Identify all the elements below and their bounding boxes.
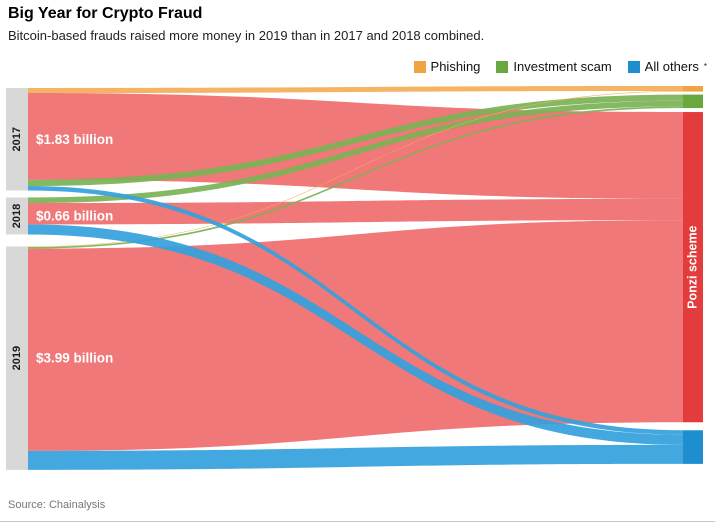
flow-2018-investment <box>28 100 683 204</box>
year-label-2018: 2018 <box>11 204 23 228</box>
legend: Phishing Investment scam All others * <box>413 59 707 74</box>
year-label-2017: 2017 <box>11 127 23 151</box>
year-node-2018 <box>6 197 28 235</box>
target-node-investment <box>683 94 703 109</box>
flow-2019-others <box>28 444 683 470</box>
flow-2017-phishing <box>28 86 683 94</box>
legend-item-investment-scam: Investment scam <box>496 59 612 74</box>
legend-item-phishing: Phishing <box>413 59 481 74</box>
flow-2017-others <box>28 186 683 435</box>
legend-label-phishing: Phishing <box>430 59 481 74</box>
source-note: Source: Chainalysis <box>8 499 106 511</box>
chart-subtitle: Bitcoin-based frauds raised more money i… <box>8 28 485 43</box>
investment-scam-swatch-icon <box>496 60 509 73</box>
flow-2019-phishing <box>28 91 683 247</box>
target-label-ponzi: Ponzi scheme <box>685 225 699 308</box>
phishing-swatch-icon <box>413 60 426 73</box>
value-label-2017: $1.83 billion <box>36 132 113 147</box>
chart-title: Big Year for Crypto Fraud <box>8 5 203 22</box>
legend-label-investment-scam: Investment scam <box>513 59 612 74</box>
target-node-ponzi <box>683 112 703 423</box>
year-node-2019 <box>6 246 28 470</box>
flow-2018-others <box>28 224 683 445</box>
year-node-2017 <box>6 88 28 191</box>
all-others-swatch-icon <box>627 60 640 73</box>
legend-label-all-others: All others <box>644 59 699 74</box>
bottom-divider <box>0 521 715 522</box>
sankey-chart: 2017 $1.83 billion 2018 $0.66 billion 2019 $3… <box>6 86 703 470</box>
value-label-2018: $0.66 billion <box>36 209 113 224</box>
value-label-2019: $3.99 billion <box>36 351 113 366</box>
flow-2018-ponzi <box>28 198 683 225</box>
flow-2017-investment <box>28 94 683 186</box>
target-node-others <box>683 430 703 464</box>
target-node-phishing <box>683 86 703 92</box>
legend-item-all-others: All others * <box>627 59 707 74</box>
flow-2019-investment <box>28 106 683 249</box>
year-label-2019: 2019 <box>11 346 23 370</box>
